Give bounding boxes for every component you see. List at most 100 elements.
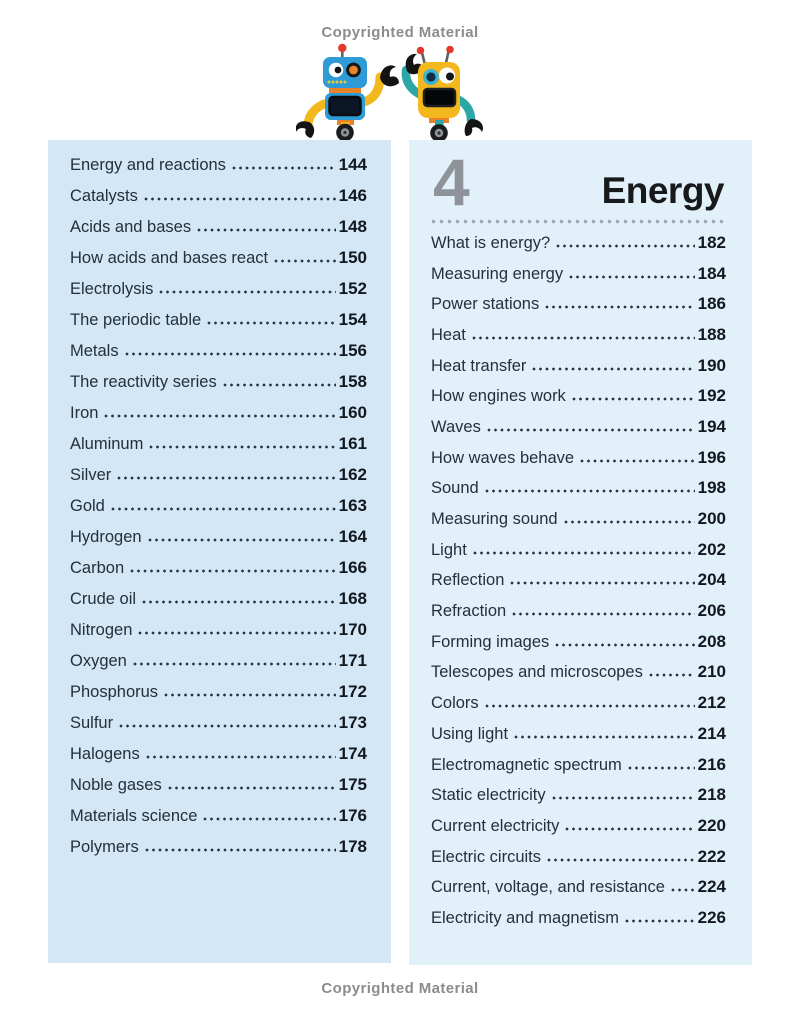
toc-entry[interactable]: Telescopes and microscopes 210	[431, 662, 726, 693]
toc-entry[interactable]: Reflection 204	[431, 570, 726, 601]
toc-entry[interactable]: Refraction 206	[431, 601, 726, 632]
toc-entry[interactable]: Electrolysis 152	[70, 279, 367, 310]
toc-entry[interactable]: Phosphorus 172	[70, 682, 367, 713]
toc-entry[interactable]: Sound 198	[431, 478, 726, 509]
toc-entry[interactable]: Measuring energy 184	[431, 264, 726, 295]
toc-entry-label: Acids and bases	[70, 218, 192, 236]
dot-leader	[130, 569, 336, 573]
toc-entry[interactable]: Using light 214	[431, 724, 726, 755]
dot-leader	[167, 786, 336, 790]
toc-entry[interactable]: Noble gases 175	[70, 775, 367, 806]
toc-entry-page: 170	[338, 620, 367, 639]
toc-entry-page: 198	[697, 478, 726, 498]
toc-entry-label: Catalysts	[70, 187, 138, 205]
dot-leader	[138, 631, 336, 635]
toc-entry[interactable]: Electromagnetic spectrum 216	[431, 755, 726, 786]
dot-leader	[274, 259, 336, 263]
toc-entry-page: 186	[697, 294, 726, 314]
toc-entry-page: 204	[697, 570, 726, 590]
toc-entry-label: Gold	[70, 497, 105, 515]
toc-entry-page: 220	[697, 815, 726, 835]
toc-entry[interactable]: The periodic table 154	[70, 310, 367, 341]
toc-entry-label: Power stations	[431, 295, 540, 314]
toc-entry-label: Measuring sound	[431, 510, 558, 529]
toc-entry[interactable]: How waves behave 196	[431, 448, 726, 479]
toc-entry[interactable]: Acids and bases 148	[70, 217, 367, 248]
toc-entry[interactable]: How acids and bases react 150	[70, 248, 367, 279]
toc-entry-page: 212	[697, 693, 726, 713]
toc-entry[interactable]: Current, voltage, and resistance 224	[431, 877, 726, 908]
toc-entry[interactable]: Nitrogen 170	[70, 620, 367, 651]
toc-entry-page: 163	[338, 496, 367, 515]
toc-entry-page: 192	[697, 386, 726, 406]
dot-leader	[110, 507, 336, 511]
copyright-notice-bottom: Copyrighted Material	[321, 980, 479, 997]
toc-entry-label: Colors	[431, 694, 479, 713]
toc-entry[interactable]: Heat 188	[431, 325, 726, 356]
toc-entry[interactable]: Light 202	[431, 540, 726, 571]
toc-entry-page: 144	[338, 155, 367, 174]
toc-entry-page: 218	[697, 785, 726, 805]
toc-entry[interactable]: Heat transfer 190	[431, 356, 726, 387]
toc-entry-page: 150	[338, 248, 367, 267]
toc-entry[interactable]: Materials science 176	[70, 806, 367, 837]
toc-entry[interactable]: The reactivity series 158	[70, 372, 367, 403]
dot-leader	[484, 489, 695, 494]
toc-entry[interactable]: Metals 156	[70, 341, 367, 372]
toc-entry-label: Reflection	[431, 571, 505, 590]
toc-entry[interactable]: Current electricity 220	[431, 816, 726, 847]
toc-entry[interactable]: Electricity and magnetism 226	[431, 908, 726, 939]
dot-leader	[569, 274, 695, 279]
toc-entry-label: Using light	[431, 724, 509, 743]
toc-entry-label: Electrolysis	[70, 280, 154, 298]
toc-entry[interactable]: Power stations 186	[431, 294, 726, 325]
dot-leader	[147, 538, 336, 542]
toc-entry-label: The periodic table	[70, 311, 202, 329]
toc-entry[interactable]: Sulfur 173	[70, 713, 367, 744]
toc-entry[interactable]: Colors 212	[431, 693, 726, 724]
toc-entry-label: The reactivity series	[70, 373, 217, 391]
toc-entry[interactable]: Electric circuits 222	[431, 847, 726, 878]
toc-entry[interactable]: Hydrogen 164	[70, 527, 367, 558]
dot-leader	[159, 290, 336, 294]
toc-entry-label: Electromagnetic spectrum	[431, 755, 622, 774]
toc-entry[interactable]: Measuring sound 200	[431, 509, 726, 540]
toc-entry[interactable]: Crude oil 168	[70, 589, 367, 620]
dot-leader	[144, 848, 336, 852]
toc-entry-label: Materials science	[70, 807, 198, 825]
toc-entry[interactable]: Carbon 166	[70, 558, 367, 589]
toc-entry[interactable]: Halogens 174	[70, 744, 367, 775]
dot-leader	[510, 581, 695, 586]
toc-entry[interactable]: What is energy? 182	[431, 233, 726, 264]
chapter-toc-list: What is energy? 182 Measuring energy 184 Pow…	[431, 233, 726, 939]
dot-leader	[514, 734, 695, 739]
toc-entry[interactable]: Oxygen 171	[70, 651, 367, 682]
toc-entry[interactable]: Silver 162	[70, 465, 367, 496]
toc-entry[interactable]: Gold 163	[70, 496, 367, 527]
toc-entry-label: Light	[431, 540, 467, 559]
toc-entry[interactable]: Static electricity 218	[431, 785, 726, 816]
toc-entry-page: 164	[338, 527, 367, 546]
dot-leader	[484, 704, 695, 709]
toc-entry-page: 194	[697, 416, 726, 436]
toc-entry[interactable]: Forming images 208	[431, 632, 726, 663]
toc-entry[interactable]: Waves 194	[431, 417, 726, 448]
toc-entry[interactable]: How engines work 192	[431, 386, 726, 417]
toc-entry-page: 184	[697, 263, 726, 283]
toc-entry-page: 222	[697, 846, 726, 866]
toc-entry-label: Forming images	[431, 632, 550, 651]
toc-entry[interactable]: Catalysts 146	[70, 186, 367, 217]
toc-entry[interactable]: Polymers 178	[70, 837, 367, 868]
toc-entry-page: 158	[338, 372, 367, 391]
dot-leader	[145, 755, 336, 759]
toc-entry[interactable]: Energy and reactions 144	[70, 155, 367, 186]
dot-leader	[124, 352, 336, 356]
toc-entry-label: How engines work	[431, 387, 566, 406]
toc-entry[interactable]: Iron 160	[70, 403, 367, 434]
toc-entry[interactable]: Aluminum 161	[70, 434, 367, 465]
toc-entry-label: What is energy?	[431, 233, 551, 252]
toc-entry-label: Oxygen	[70, 652, 127, 670]
toc-entry-page: 176	[338, 806, 367, 825]
toc-entry-page: 152	[338, 279, 367, 298]
dot-leader	[142, 600, 336, 604]
